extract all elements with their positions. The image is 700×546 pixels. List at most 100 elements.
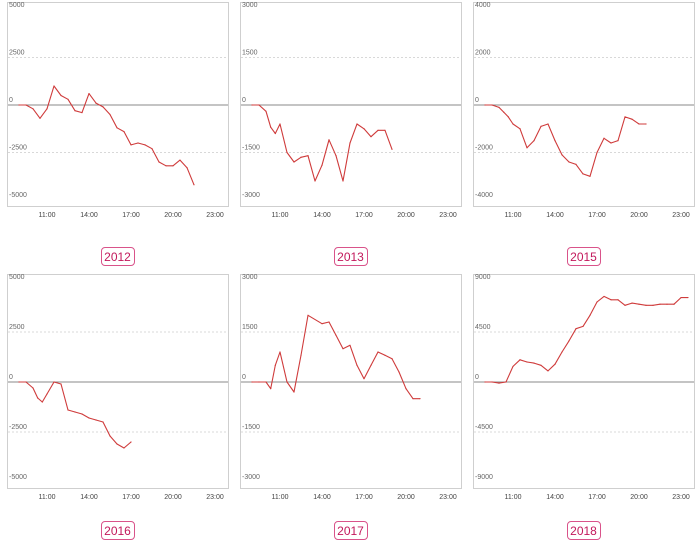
y-tick-label: 2000 [475,50,491,57]
data-point [568,161,570,163]
data-point [307,155,309,157]
data-point [53,381,55,383]
x-tick-label: 20:00 [164,212,182,219]
year-badge-2017[interactable]: 2017 [333,521,368,540]
year-badge-2016[interactable]: 2016 [100,521,135,540]
x-tick-label: 20:00 [397,212,415,219]
data-point [349,344,351,346]
data-point [659,303,661,305]
x-tick-label: 17:00 [355,494,373,501]
y-tick-label: -4500 [475,424,493,431]
year-badge-2012[interactable]: 2012 [100,247,135,266]
data-point [81,112,83,114]
y-tick-label: 0 [475,374,479,381]
x-tick-label: 17:00 [355,212,373,219]
data-point [300,354,302,356]
x-tick-label: 17:00 [588,494,606,501]
data-point [74,110,76,112]
y-tick-label: 2500 [9,50,25,57]
data-point [384,129,386,131]
data-point [645,123,647,125]
x-tick-label: 17:00 [588,212,606,219]
data-point [568,340,570,342]
data-point [300,156,302,158]
data-point [116,127,118,129]
data-point [391,358,393,360]
data-point [356,364,358,366]
data-point [561,351,563,353]
data-point [342,180,344,182]
data-point [328,321,330,323]
data-point [617,140,619,142]
data-point [251,381,253,383]
data-point [95,102,97,104]
data-point [342,348,344,350]
chart-2012: 5000 2500 0 -2500 -5000 11:00 14:00 17:00 20:00 2… [7,2,229,219]
y-tick-label: -2500 [9,424,27,431]
data-point [363,128,365,130]
data-point [25,381,27,383]
x-tick-label: 23:00 [439,212,457,219]
y-tick-label: 3000 [242,2,258,9]
data-point [265,110,267,112]
data-point [32,108,34,110]
y-tick-label: 1500 [242,324,258,331]
data-point [335,334,337,336]
data-point [46,108,48,110]
data-point [60,383,62,385]
data-point [484,104,486,106]
data-point [349,142,351,144]
y-tick-label: 0 [9,97,13,104]
x-tick-label: 23:00 [206,212,224,219]
x-tick-label: 20:00 [630,212,648,219]
data-point [491,104,493,106]
data-point [286,151,288,154]
year-badge-2013[interactable]: 2013 [333,247,368,266]
data-point [314,180,316,182]
x-tick-label: 20:00 [397,494,415,501]
chart-2013: 3000 1500 0 -1500 -3000 11:00 14:00 17:00 20:00 2… [240,2,462,219]
chart-2016: 5000 2500 0 -2500 -5000 11:00 14:00 17:00 20:00 2… [7,274,229,501]
x-tick-label: 17:00 [122,494,140,501]
data-point [265,381,267,383]
data-point [526,147,528,149]
data-point [74,411,76,413]
data-point [638,123,640,125]
data-point [186,167,188,169]
data-point [25,104,27,106]
data-point [335,155,337,157]
y-tick-label: -1500 [242,424,260,431]
y-tick-label: -5000 [9,192,27,199]
data-point [673,303,675,305]
year-badge-2018[interactable]: 2018 [566,521,601,540]
x-tick-label: 14:00 [313,494,331,501]
data-point [32,387,34,389]
year-badge-2015[interactable]: 2015 [566,247,601,266]
data-point [270,388,272,390]
data-point [512,123,514,125]
y-tick-label: 4500 [475,324,491,331]
y-tick-label: 0 [9,374,13,381]
data-point [505,381,507,383]
data-point [533,362,535,364]
data-point [144,144,146,146]
data-point [370,364,372,366]
data-point [405,388,407,390]
y-tick-label: 0 [242,97,246,104]
x-tick-label: 20:00 [164,494,182,501]
x-tick-label: 11:00 [39,494,56,501]
x-tick-label: 11:00 [272,212,289,219]
data-point [67,409,69,411]
data-point [88,417,90,419]
data-point [526,361,528,363]
data-point [377,351,379,353]
data-point [512,365,514,368]
data-point [561,154,563,156]
data-point [631,302,633,304]
data-point [286,381,288,383]
y-tick-label: 0 [242,374,246,381]
y-tick-label: 0 [475,97,479,104]
data-point [67,98,69,100]
data-point [484,381,486,383]
